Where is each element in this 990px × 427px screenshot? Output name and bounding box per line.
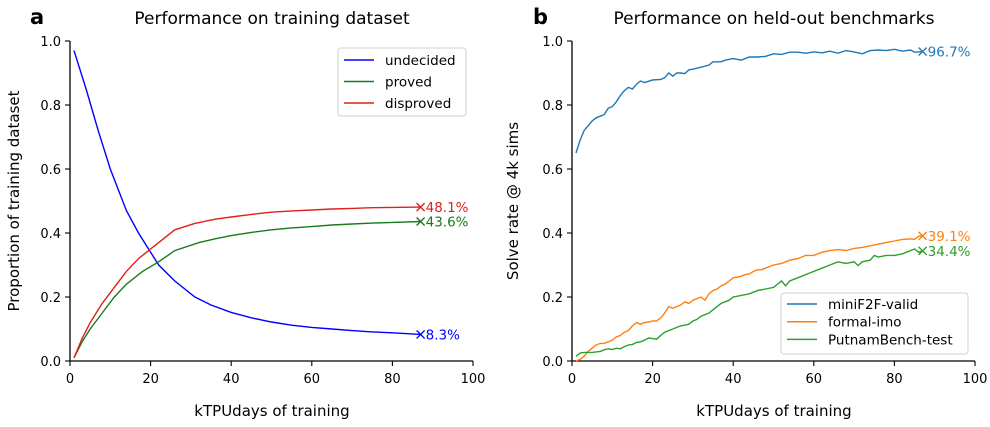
series-line-disproved [73, 206, 421, 359]
x-tick-label: 0 [66, 372, 74, 387]
panel-label: b [533, 5, 548, 29]
end-marker-x [918, 231, 928, 241]
end-marker-x [918, 47, 928, 57]
x-tick-label: 80 [886, 372, 903, 387]
series-line-undecided [73, 50, 421, 336]
end-value-label: 43.6% [426, 214, 469, 230]
y-axis-label: Solve rate @ 4k sims [504, 122, 522, 280]
y-tick-label: 1.0 [542, 35, 563, 50]
legend-entry: proved [385, 75, 432, 91]
x-tick-label: 80 [384, 372, 401, 387]
x-axis-label: kTPUdays of training [696, 402, 851, 420]
legend-entry: undecided [385, 53, 456, 69]
legend-entry: disproved [385, 96, 451, 112]
end-value-label: 8.3% [426, 327, 460, 343]
y-tick-label: 0.8 [542, 99, 563, 114]
x-tick-label: 100 [963, 372, 988, 387]
legend-entry: PutnamBench-test [828, 332, 953, 348]
y-tick-label: 0.0 [542, 355, 563, 370]
panel-label: a [30, 5, 44, 29]
panel-b: b Performance on held-out benchmarks kTP… [504, 5, 987, 420]
y-tick-label: 1.0 [40, 35, 61, 50]
x-tick-label: 0 [568, 372, 576, 387]
end-value-label: 34.4% [928, 244, 971, 260]
x-axis-label: kTPUdays of training [194, 402, 349, 420]
x-tick-label: 40 [223, 372, 240, 387]
legend-box [780, 292, 969, 355]
y-axis-label: Proportion of training dataset [5, 90, 23, 311]
y-tick-label: 0.6 [40, 163, 61, 178]
y-tick-label: 0.2 [40, 291, 61, 306]
end-value-label: 96.7% [928, 45, 971, 61]
x-tick-label: 20 [142, 372, 159, 387]
y-tick-label: 0.2 [542, 291, 563, 306]
legend-entry: formal-imo [828, 315, 902, 331]
series-line-miniF2F-valid [575, 48, 923, 154]
end-value-label: 48.1% [426, 200, 469, 216]
end-marker-x [918, 246, 928, 256]
y-tick-label: 0.4 [542, 227, 563, 242]
end-marker-x [416, 216, 426, 226]
series-line-formal-imo [575, 235, 923, 362]
end-marker-x [416, 202, 426, 212]
series-line-proved [73, 220, 421, 359]
panel-a: a Performance on training dataset kTPUda… [5, 5, 485, 420]
legend-box [337, 47, 467, 117]
x-tick-label: 40 [725, 372, 742, 387]
y-tick-label: 0.6 [542, 163, 563, 178]
series-line-PutnamBench-test [575, 248, 923, 357]
y-tick-label: 0.4 [40, 227, 61, 242]
end-marker-x [416, 329, 426, 339]
x-tick-label: 100 [461, 372, 486, 387]
end-value-label: 39.1% [928, 229, 971, 245]
chart-title: Performance on training dataset [134, 9, 410, 29]
y-tick-label: 0.8 [40, 99, 61, 114]
legend-entry: miniF2F-valid [828, 297, 918, 313]
x-tick-label: 60 [304, 372, 321, 387]
y-tick-label: 0.0 [40, 355, 61, 370]
x-tick-label: 20 [644, 372, 661, 387]
legend: undecided proved disproved [337, 47, 467, 117]
chart-title: Performance on held-out benchmarks [614, 9, 935, 29]
x-tick-label: 60 [806, 372, 823, 387]
